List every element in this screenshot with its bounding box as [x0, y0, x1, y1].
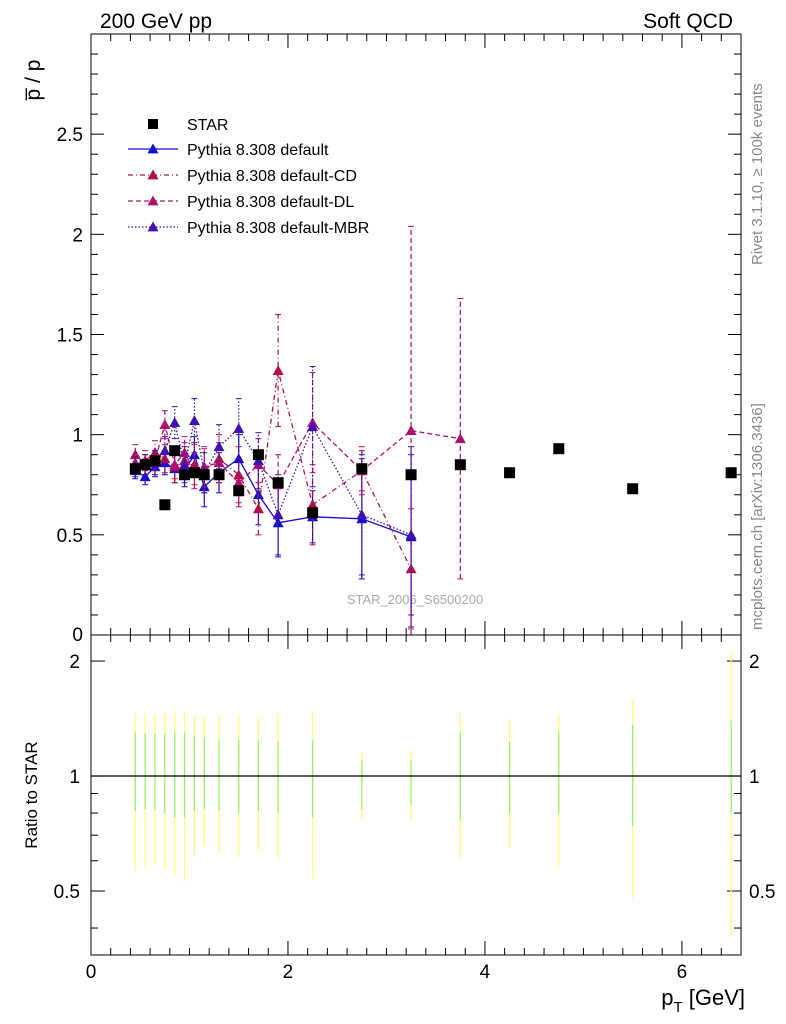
legend: STAR Pythia 8.308 default Pythia 8.308 def… — [128, 117, 369, 237]
ratio-y-axis-label: Ratio to STAR — [22, 741, 41, 848]
x-tick-label: 2 — [283, 962, 294, 983]
data-point-star — [627, 483, 639, 495]
legend-marker-mbr — [147, 221, 159, 232]
data-point-star — [356, 463, 368, 475]
x-tick-label: 6 — [677, 962, 688, 983]
x-axis-label: pT [GeV] — [661, 985, 745, 1016]
data-point-star — [252, 449, 264, 461]
data-point-dl — [159, 419, 171, 430]
data-point-star — [233, 485, 245, 497]
x-tick-label: 4 — [480, 962, 491, 983]
data-point-cd — [307, 499, 319, 510]
main-y-tick-label: 1 — [72, 426, 83, 447]
data-point-dl — [213, 457, 225, 468]
legend-marker-default — [147, 143, 159, 154]
data-point-dl — [169, 459, 181, 470]
data-point-star — [129, 463, 141, 475]
data-point-star — [188, 467, 200, 479]
ratio-y-tick-label-right: 0.5 — [749, 882, 775, 903]
data-point-star — [213, 469, 225, 481]
legend-label-mbr: Pythia 8.308 default-MBR — [187, 220, 369, 237]
series-line-dl — [135, 421, 461, 486]
data-point-star — [272, 477, 284, 489]
data-point-mbr — [169, 417, 181, 428]
data-point-star — [504, 467, 516, 479]
legend-label-default: Pythia 8.308 default — [187, 142, 329, 159]
analysis-watermark: STAR_2006_S6500200 — [347, 592, 483, 607]
data-point-star — [405, 469, 417, 481]
data-point-cd — [272, 365, 284, 375]
data-point-mbr — [405, 529, 417, 540]
data-point-mbr — [159, 445, 171, 456]
data-point-star — [198, 469, 210, 481]
data-point-dl — [233, 477, 245, 488]
data-point-star — [169, 445, 181, 457]
main-y-tick-label: 2 — [72, 225, 83, 246]
main-y-tick-label: 0.5 — [57, 526, 83, 547]
data-point-star — [179, 469, 191, 481]
legend-marker-cd — [147, 169, 159, 180]
legend-label-dl: Pythia 8.308 default-DL — [187, 194, 354, 211]
legend-label-star: STAR — [187, 117, 228, 134]
rivet-version-label: Rivet 3.1.10, ≥ 100k events — [749, 83, 766, 265]
x-tick-label: 0 — [86, 962, 97, 983]
data-point-mbr — [188, 415, 200, 426]
data-point-mbr — [233, 423, 245, 434]
chart-layer: 0.5 1 1.5 2 2.5 0 0 2 4 6pT [GeV] 0.5 1 2 0.5 1 2 — [54, 33, 775, 1016]
data-point-dl — [198, 461, 210, 472]
data-point-mbr — [307, 421, 319, 432]
ratio-plot-frame — [90, 634, 742, 956]
process-label: Soft QCD — [643, 10, 733, 33]
data-point-star — [454, 459, 466, 471]
ratio-y-tick-label: 0.5 — [54, 882, 80, 903]
data-point-star — [139, 459, 151, 471]
data-point-star — [149, 455, 161, 467]
energy-label: 200 GeV pp — [100, 10, 212, 33]
data-point-star — [725, 467, 737, 479]
ratio-y-tick-label-right: 1 — [749, 767, 760, 788]
data-point-star — [307, 507, 319, 519]
main-y-tick-label: 0 — [72, 625, 83, 646]
mcplots-label: mcplots.cern.ch [arXiv:1306.3436] — [749, 403, 766, 630]
legend-label-cd: Pythia 8.308 default-CD — [187, 168, 357, 185]
data-point-cd — [252, 503, 264, 514]
ratio-y-tick-label-right: 2 — [749, 652, 760, 673]
legend-marker-star — [148, 119, 158, 129]
data-point-mbr — [179, 459, 191, 470]
main-y-axis-label: p̅ / p — [22, 60, 45, 102]
data-point-mbr — [272, 509, 284, 520]
main-y-tick-label: 1.5 — [57, 326, 83, 347]
data-point-mbr — [213, 441, 225, 452]
data-point-dl — [454, 433, 466, 444]
data-point-mbr — [356, 509, 368, 520]
data-point-star — [553, 443, 565, 455]
legend-marker-dl — [147, 195, 159, 206]
data-point-dl — [405, 425, 417, 436]
ratio-y-tick-label: 1 — [69, 767, 80, 788]
ratio-y-tick-label: 2 — [69, 652, 80, 673]
data-point-star — [159, 499, 171, 511]
data-point-default — [139, 471, 151, 482]
data-point-cd — [159, 453, 171, 464]
main-y-tick-label: 2.5 — [57, 125, 83, 146]
